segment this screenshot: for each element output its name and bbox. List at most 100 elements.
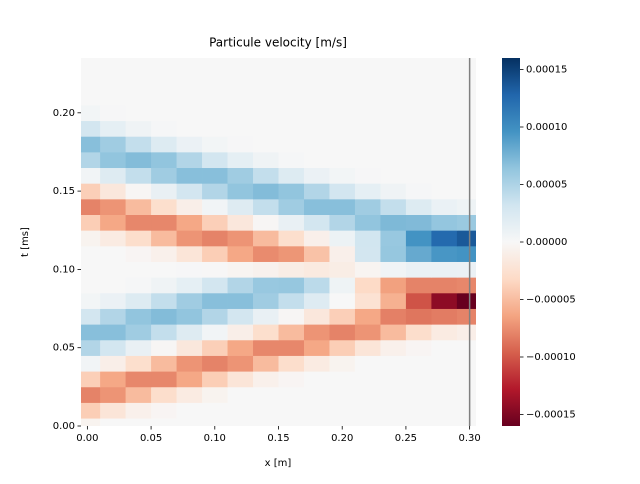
heatmap-cell	[278, 355, 305, 372]
heatmap-cell	[354, 308, 381, 325]
heatmap-cell	[202, 89, 228, 106]
y-axis-label: t [ms]	[20, 227, 31, 257]
heatmap-cell	[176, 167, 203, 184]
heatmap-cell	[227, 277, 254, 294]
heatmap-cell	[329, 104, 356, 122]
heatmap-cell	[431, 183, 458, 200]
heatmap-cell	[202, 355, 228, 372]
heatmap-cell	[303, 418, 330, 426]
heatmap-cell	[202, 402, 228, 419]
heatmap-cell	[125, 292, 152, 309]
heatmap-cell	[380, 183, 407, 200]
heatmap-cell	[202, 230, 228, 247]
heatmap-cell	[100, 214, 126, 231]
heatmap-cell	[81, 277, 101, 294]
heatmap-cell	[431, 245, 458, 262]
heatmap-cell	[125, 89, 152, 106]
heatmap-cell	[151, 120, 177, 137]
heatmap-cell	[100, 418, 126, 426]
heatmap-cell	[303, 245, 330, 262]
heatmap-cell	[253, 214, 279, 231]
heatmap-cell	[81, 151, 101, 169]
heatmap-cell	[354, 73, 381, 90]
heatmap-cell	[405, 245, 432, 262]
heatmap-cell	[151, 355, 177, 372]
heatmap-cell	[151, 198, 177, 215]
heatmap-cell	[431, 371, 458, 388]
heatmap-cell	[202, 58, 228, 75]
heatmap-cell	[227, 245, 254, 262]
heatmap-cell	[151, 151, 177, 169]
heatmap-cell	[380, 261, 407, 278]
heatmap-cell	[253, 418, 279, 426]
heatmap-cell	[456, 261, 476, 278]
heatmap-cell	[405, 324, 432, 341]
heatmap-cell	[202, 198, 228, 215]
heatmap-cell	[380, 58, 407, 75]
heatmap-cell	[81, 339, 101, 356]
heatmap-cell	[100, 230, 126, 247]
colorbar-tick-label: −0.00015	[526, 410, 576, 421]
heatmap-cell	[278, 371, 305, 388]
heatmap-cell	[278, 73, 305, 90]
heatmap-cell	[100, 104, 126, 122]
heatmap-cell	[81, 104, 101, 122]
heatmap-cell	[354, 120, 381, 137]
heatmap-cell	[151, 89, 177, 106]
heatmap-cell	[303, 292, 330, 309]
heatmap-cell	[81, 292, 101, 309]
heatmap-cell	[202, 73, 228, 90]
y-tick-label: 0.10	[53, 264, 75, 275]
heatmap-cell	[431, 339, 458, 356]
heatmap-cell	[176, 292, 203, 309]
heatmap-cell	[202, 120, 228, 137]
heatmap-cell	[202, 136, 228, 153]
heatmap-cell	[125, 308, 152, 325]
heatmap-cell	[81, 58, 101, 75]
heatmap-cell	[125, 214, 152, 231]
heatmap-cell	[431, 324, 458, 341]
heatmap-cell	[81, 89, 101, 106]
heatmap-cell	[380, 214, 407, 231]
heatmap-cell	[354, 371, 381, 388]
heatmap-cell	[202, 308, 228, 325]
heatmap-cell	[405, 120, 432, 137]
heatmap-cell	[253, 58, 279, 75]
heatmap-cell	[81, 120, 101, 137]
heatmap-cell	[125, 418, 152, 426]
heatmap-cell	[151, 73, 177, 90]
heatmap-cell	[176, 183, 203, 200]
heatmap-cell	[100, 136, 126, 153]
heatmap-cell	[329, 324, 356, 341]
heatmap-cell	[405, 136, 432, 153]
heatmap-cell	[176, 120, 203, 137]
heatmap-cell	[380, 308, 407, 325]
heatmap-cell	[329, 277, 356, 294]
heatmap-cell	[456, 277, 476, 294]
heatmap-cell	[151, 418, 177, 426]
heatmap-cell	[176, 277, 203, 294]
heatmap-cell	[227, 120, 254, 137]
y-tick-label: 0.15	[53, 186, 75, 197]
heatmap-cell	[431, 277, 458, 294]
x-tick-label: 0.15	[267, 433, 289, 444]
heatmap-cell	[125, 183, 152, 200]
heatmap-cell	[125, 58, 152, 75]
heatmap-cell	[354, 355, 381, 372]
heatmap-cell	[176, 339, 203, 356]
heatmap-cell	[100, 386, 126, 403]
heatmap-cell	[456, 198, 476, 215]
heatmap-cell	[253, 261, 279, 278]
heatmap-cell	[253, 339, 279, 356]
heatmap-cell	[125, 355, 152, 372]
heatmap-cell	[380, 324, 407, 341]
heatmap-cell	[176, 245, 203, 262]
heatmap-cell	[278, 58, 305, 75]
heatmap-cell	[431, 198, 458, 215]
heatmap-cell	[202, 151, 228, 169]
heatmap-cell	[405, 339, 432, 356]
heatmap-cell	[176, 230, 203, 247]
x-tick-label: 0.10	[204, 433, 226, 444]
heatmap-cell	[81, 136, 101, 153]
heatmap-cell	[253, 292, 279, 309]
